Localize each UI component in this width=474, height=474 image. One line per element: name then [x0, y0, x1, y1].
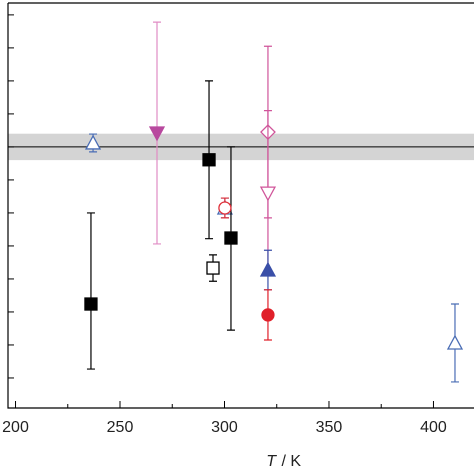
x-tick-label: 400 [420, 419, 447, 436]
x-tick-label: 350 [316, 419, 343, 436]
marker-triangle [446, 334, 464, 350]
marker-triangle [259, 261, 277, 277]
marker-square [206, 261, 220, 275]
marker-square [224, 231, 238, 245]
x-label-symbol: T [266, 453, 277, 470]
marker-triangle [259, 186, 277, 202]
marker-triangle [148, 126, 166, 142]
error-bar [86, 212, 95, 370]
x-tick-label: 250 [107, 419, 134, 436]
x-tick-label: 300 [211, 419, 238, 436]
axis-frame [7, 2, 474, 409]
x-tick-label: 200 [2, 419, 29, 436]
marker-square [84, 297, 98, 311]
x-label-unit: / K [277, 453, 301, 470]
marker-square [202, 153, 216, 167]
marker-circle [261, 308, 275, 322]
marker-triangle [84, 134, 102, 150]
marker-circle [218, 201, 232, 215]
